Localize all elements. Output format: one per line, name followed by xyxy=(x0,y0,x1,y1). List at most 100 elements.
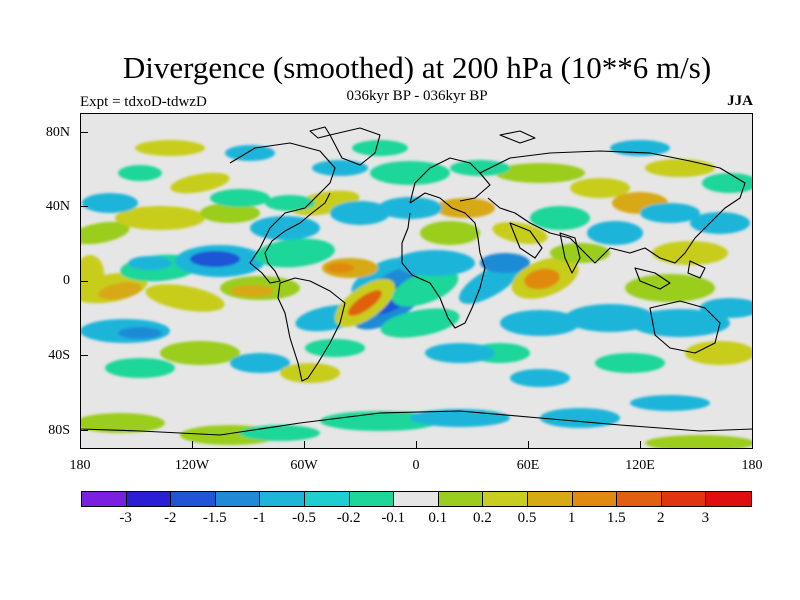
divergence-contour xyxy=(425,343,495,363)
map-subtitle: 036kyr BP - 036kyr BP xyxy=(346,88,488,104)
divergence-contour xyxy=(230,353,290,373)
lat-label-80s: 80S xyxy=(48,423,70,438)
divergence-contour xyxy=(565,304,655,332)
divergence-contour xyxy=(312,160,368,176)
divergence-contour xyxy=(105,358,175,378)
colorbar-label: -0.1 xyxy=(381,510,406,526)
lon-tick xyxy=(192,441,193,449)
colorbar-label: 0.2 xyxy=(473,510,492,526)
divergence-contour xyxy=(210,189,270,207)
divergence-contour xyxy=(82,193,138,213)
map-frame xyxy=(80,113,753,449)
divergence-contour xyxy=(625,274,715,302)
divergence-contour xyxy=(630,309,730,337)
lon-label-120e: 120E xyxy=(625,458,655,473)
season-label: JJA xyxy=(727,93,753,109)
divergence-contour xyxy=(352,140,408,156)
colorbar-label: 1.5 xyxy=(606,510,626,526)
divergence-contour xyxy=(587,221,643,245)
colorbar-swatch xyxy=(394,492,439,506)
divergence-contour xyxy=(652,241,728,265)
colorbar-label: 3 xyxy=(701,510,710,526)
colorbar-label: -1.5 xyxy=(202,510,227,526)
divergence-contour xyxy=(391,269,459,307)
divergence-contour xyxy=(435,198,495,218)
coastline xyxy=(309,126,331,139)
map-title: Divergence (smoothed) at 200 hPa (10**6 … xyxy=(122,50,712,85)
coastline xyxy=(479,150,746,264)
divergence-contour xyxy=(395,250,475,276)
divergence-contour xyxy=(370,161,450,185)
coastline xyxy=(401,192,486,329)
coastline xyxy=(634,267,671,290)
lat-tick xyxy=(80,430,88,431)
coastline xyxy=(687,260,706,279)
lat-tick xyxy=(80,206,88,207)
divergence-contour xyxy=(128,256,172,270)
colorbar-swatch xyxy=(661,492,707,506)
colorbar-swatch xyxy=(171,492,216,506)
divergence-contour xyxy=(280,363,340,383)
divergence-contour xyxy=(160,341,240,365)
colorbar-swatch xyxy=(438,492,484,506)
coastline xyxy=(229,142,336,284)
divergence-contour xyxy=(595,353,665,373)
lat-label-40s: 40S xyxy=(48,348,70,363)
lon-label-120w: 120W xyxy=(174,458,210,473)
colorbar-swatch xyxy=(260,492,305,506)
colorbar-swatch xyxy=(349,492,395,506)
colorbar-label: 1 xyxy=(567,510,576,526)
divergence-contour xyxy=(326,263,354,273)
divergence-map xyxy=(80,113,753,449)
divergence-contour xyxy=(420,221,480,245)
colorbar-swatch xyxy=(527,492,573,506)
lon-tick xyxy=(304,441,305,449)
lat-label-0: 0 xyxy=(63,273,70,288)
divergence-contour xyxy=(510,369,570,387)
divergence-contour xyxy=(380,308,460,338)
colorbar-label: 0.1 xyxy=(428,510,448,526)
divergence-contour xyxy=(118,327,162,339)
colorbar-swatch xyxy=(215,492,261,506)
divergence-contour xyxy=(80,221,130,245)
divergence-contour xyxy=(500,310,580,336)
colorbar-label: -0.5 xyxy=(292,510,316,526)
divergence-contour xyxy=(135,140,205,156)
lon-tick xyxy=(416,441,417,449)
divergence-contour xyxy=(570,178,630,198)
colorbar-swatch xyxy=(483,492,528,506)
coastline xyxy=(409,157,491,204)
divergence-contour xyxy=(700,298,753,318)
colorbar-label: -1 xyxy=(253,510,266,526)
lat-label-40n: 40N xyxy=(45,199,70,214)
divergence-contour xyxy=(640,203,700,223)
lon-label-0: 0 xyxy=(412,458,420,473)
divergence-contour xyxy=(645,159,715,177)
coastline xyxy=(80,410,753,436)
divergence-contour xyxy=(265,195,315,211)
coastline xyxy=(509,222,543,259)
divergence-contour xyxy=(255,238,335,268)
lat-label-80n: 80N xyxy=(45,125,70,140)
divergence-contour xyxy=(492,222,548,244)
lat-tick xyxy=(80,132,88,133)
divergence-contour xyxy=(115,206,205,230)
coastline xyxy=(277,277,346,382)
divergence-contour xyxy=(80,413,165,433)
divergence-contour xyxy=(480,253,530,273)
lat-tick xyxy=(80,281,88,282)
lon-label-180e: 180 xyxy=(741,458,763,473)
divergence-contour xyxy=(378,197,442,219)
lon-label-180w: 180 xyxy=(69,458,91,473)
colorbar-label: -0.2 xyxy=(336,510,361,526)
lon-tick xyxy=(528,441,529,449)
colorbar-swatch xyxy=(304,492,350,506)
divergence-contour xyxy=(495,163,585,183)
colorbar-label: 2 xyxy=(657,510,665,526)
divergence-contour xyxy=(645,435,753,449)
divergence-contour xyxy=(98,282,142,300)
colorbar-swatch xyxy=(82,492,127,506)
divergence-field xyxy=(80,126,753,449)
divergence-contour xyxy=(118,165,162,181)
divergence-contour xyxy=(330,201,390,225)
